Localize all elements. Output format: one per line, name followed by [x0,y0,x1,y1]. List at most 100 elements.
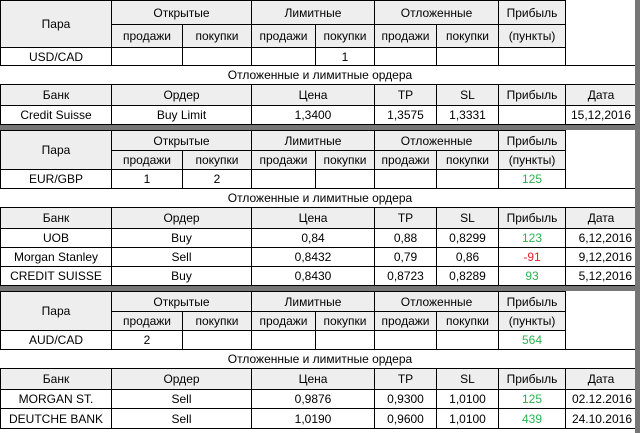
header-price[interactable]: Цена [251,207,375,229]
header-price[interactable]: Цена [251,84,375,106]
order-type[interactable]: Sell [111,247,252,267]
order-price[interactable]: 1,0190 [251,408,375,429]
header-pair[interactable]: Пара [0,130,112,170]
profit-cell[interactable]: 125 [498,169,566,189]
order-tp[interactable]: 0,9300 [374,389,437,409]
order-date[interactable]: 6,12,2016 [565,228,637,248]
header-date[interactable]: Дата [565,207,637,229]
header-pending-sell[interactable]: продажи [374,24,437,48]
open-buy-cell[interactable]: 2 [182,169,252,189]
header-pending-sell[interactable]: продажи [374,311,437,331]
header-profit[interactable]: Прибыль [498,291,566,312]
order-bank[interactable]: MORGAN ST. [0,389,112,409]
header-pending-buy[interactable]: покупки [436,311,499,331]
header-tp[interactable]: TP [374,368,437,390]
order-bank[interactable]: CREDIT SUISSE [0,266,112,286]
order-type[interactable]: Sell [111,408,252,429]
open-sell-cell[interactable]: 1 [111,169,183,189]
header-bank[interactable]: Банк [0,84,112,106]
header-order[interactable]: Ордер [111,207,252,229]
header-profit-points[interactable]: (пункты) [498,24,566,48]
profit-cell[interactable] [498,47,566,66]
header-limit-buy[interactable]: покупки [315,150,375,170]
order-profit[interactable] [498,105,566,125]
order-profit[interactable]: 93 [498,266,566,286]
header-limit[interactable]: Лимитные [251,130,375,151]
order-bank[interactable]: DEUTCHE BANK [0,408,112,429]
order-date[interactable]: 24.10.2016 [565,408,637,429]
order-profit[interactable]: 125 [498,389,566,409]
order-sl[interactable]: 0,8299 [436,228,499,248]
order-price[interactable]: 0,9876 [251,389,375,409]
order-sl[interactable]: 1,3331 [436,105,499,125]
limit-buy-cell[interactable]: 1 [315,47,375,66]
open-sell-cell[interactable] [111,47,183,66]
order-sl[interactable]: 0,86 [436,247,499,267]
header-open[interactable]: Открытые [111,0,252,25]
order-bank[interactable]: UOB [0,228,112,248]
header-limit-sell[interactable]: продажи [251,24,316,48]
order-bank[interactable]: Credit Suisse [0,105,112,125]
order-price[interactable]: 0,8430 [251,266,375,286]
pending-buy-cell[interactable] [436,330,499,350]
header-open-buy[interactable]: покупки [182,311,252,331]
header-open[interactable]: Открытые [111,130,252,151]
header-sl[interactable]: SL [436,84,499,106]
header-open-sell[interactable]: продажи [111,24,183,48]
limit-sell-cell[interactable] [251,47,316,66]
order-sl[interactable]: 0,8289 [436,266,499,286]
pair-cell[interactable]: USD/CAD [0,47,112,66]
header-limit-sell[interactable]: продажи [251,150,316,170]
order-type[interactable]: Buy [111,228,252,248]
header-sl[interactable]: SL [436,368,499,390]
header-limit-buy[interactable]: покупки [315,311,375,331]
order-price[interactable]: 0,8432 [251,247,375,267]
order-sl[interactable]: 1,0100 [436,389,499,409]
open-buy-cell[interactable] [182,330,252,350]
header-open-buy[interactable]: покупки [182,150,252,170]
header-date[interactable]: Дата [565,84,637,106]
header-tp[interactable]: TP [374,84,437,106]
order-tp[interactable]: 0,79 [374,247,437,267]
order-date[interactable]: 9,12,2016 [565,247,637,267]
header-sl[interactable]: SL [436,207,499,229]
order-profit[interactable]: -91 [498,247,566,267]
header-open[interactable]: Открытые [111,291,252,312]
order-tp[interactable]: 0,9600 [374,408,437,429]
header-pending-sell[interactable]: продажи [374,150,437,170]
header-limit[interactable]: Лимитные [251,291,375,312]
header-order-profit[interactable]: Прибыль [498,84,566,106]
header-limit-buy[interactable]: покупки [315,24,375,48]
order-tp[interactable]: 0,88 [374,228,437,248]
order-price[interactable]: 1,3400 [251,105,375,125]
header-profit[interactable]: Прибыль [498,0,566,25]
profit-cell[interactable]: 564 [498,330,566,350]
limit-buy-cell[interactable] [315,169,375,189]
pending-buy-cell[interactable] [436,169,499,189]
header-limit-sell[interactable]: продажи [251,311,316,331]
order-type[interactable]: Sell [111,389,252,409]
header-open-sell[interactable]: продажи [111,150,183,170]
open-buy-cell[interactable] [182,47,252,66]
order-type[interactable]: Buy [111,266,252,286]
header-profit[interactable]: Прибыль [498,130,566,151]
header-pending[interactable]: Отложенные [374,0,499,25]
header-profit-points[interactable]: (пункты) [498,150,566,170]
header-price[interactable]: Цена [251,368,375,390]
header-pending[interactable]: Отложенные [374,130,499,151]
order-price[interactable]: 0,84 [251,228,375,248]
header-pending-buy[interactable]: покупки [436,24,499,48]
order-type[interactable]: Buy Limit [111,105,252,125]
header-pending-buy[interactable]: покупки [436,150,499,170]
limit-sell-cell[interactable] [251,169,316,189]
header-bank[interactable]: Банк [0,368,112,390]
header-order-profit[interactable]: Прибыль [498,368,566,390]
header-limit[interactable]: Лимитные [251,0,375,25]
pending-sell-cell[interactable] [374,47,437,66]
pair-cell[interactable]: AUD/CAD [0,330,112,350]
order-date[interactable]: 5,12,2016 [565,266,637,286]
order-date[interactable]: 02.12.2016 [565,389,637,409]
limit-sell-cell[interactable] [251,330,316,350]
pair-cell[interactable]: EUR/GBP [0,169,112,189]
header-order[interactable]: Ордер [111,84,252,106]
